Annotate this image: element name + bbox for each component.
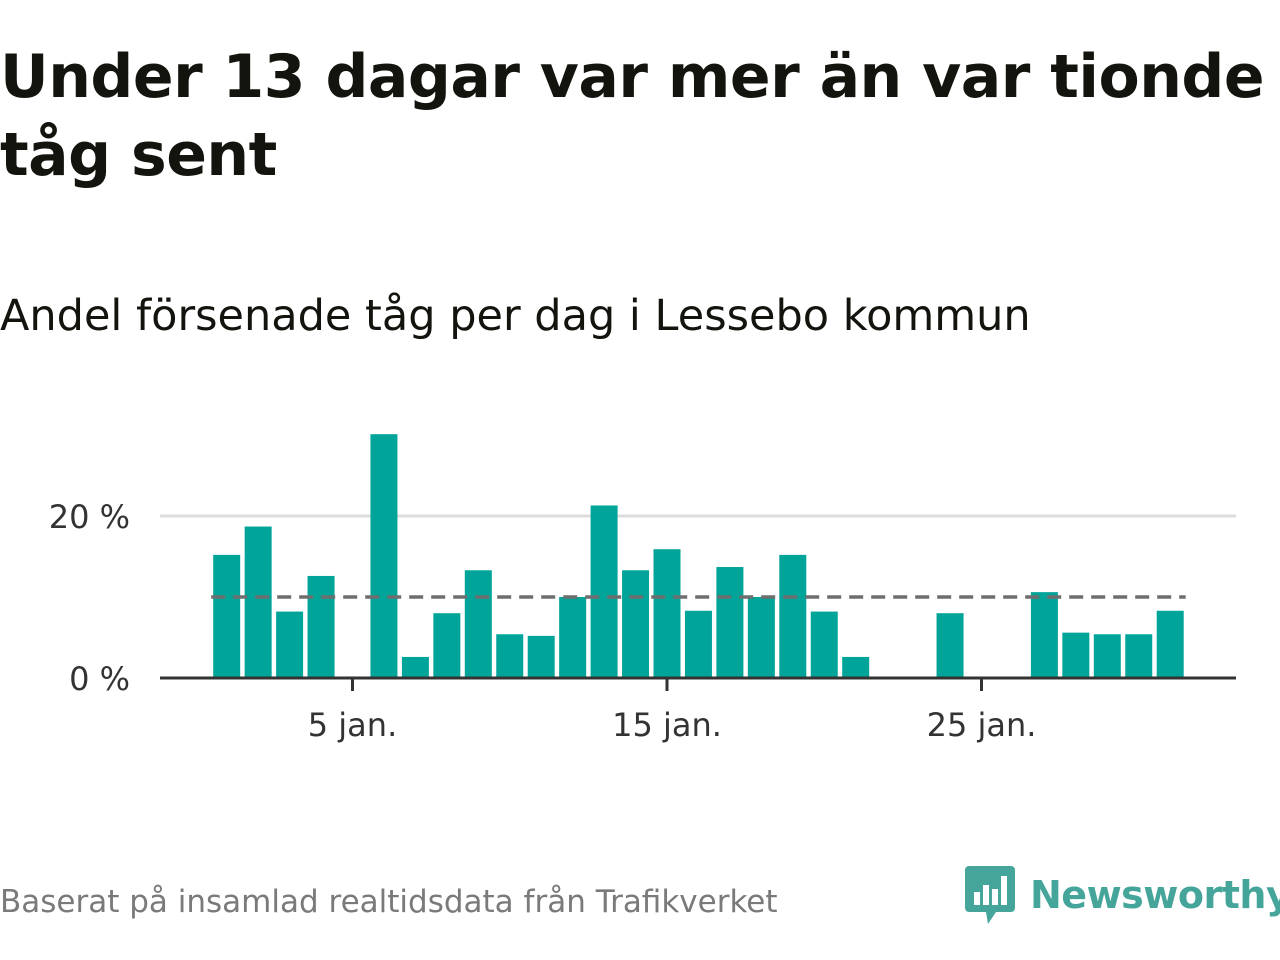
bar bbox=[244, 526, 272, 678]
source-note: Baserat på insamlad realtidsdata från Tr… bbox=[0, 884, 778, 920]
bar bbox=[213, 554, 241, 678]
bar bbox=[779, 554, 807, 678]
chart-subtitle: Andel försenade tåg per dag i Lessebo ko… bbox=[0, 291, 1031, 341]
bar bbox=[1125, 634, 1153, 678]
x-tick-label: 15 jan. bbox=[612, 706, 722, 744]
bar bbox=[810, 611, 838, 678]
y-tick-label: 0 % bbox=[69, 660, 130, 698]
newsworthy-logo-text: Newsworthy bbox=[1030, 873, 1280, 917]
bar bbox=[433, 613, 461, 678]
bar bbox=[559, 597, 587, 678]
bar bbox=[1093, 634, 1121, 678]
x-tick-label: 5 jan. bbox=[308, 706, 397, 744]
bar bbox=[590, 505, 618, 678]
bar bbox=[1030, 592, 1058, 678]
y-tick-label: 20 % bbox=[49, 498, 130, 536]
chart-title: Under 13 dagar var mer än var tionde tåg… bbox=[0, 42, 1265, 190]
bars bbox=[213, 434, 1184, 678]
newsworthy-logo-icon bbox=[965, 866, 1015, 924]
bar bbox=[842, 656, 870, 678]
bar bbox=[622, 570, 650, 678]
bar bbox=[1156, 610, 1184, 678]
bar bbox=[684, 610, 712, 678]
bar bbox=[370, 434, 398, 678]
bar bbox=[936, 613, 964, 678]
bar bbox=[653, 549, 681, 678]
newsworthy-logo[interactable]: Newsworthy bbox=[964, 864, 1280, 926]
bar bbox=[276, 611, 304, 678]
bar bbox=[307, 575, 335, 678]
axes: 0 % 20 % 5 jan. 15 jan. 25 jan. bbox=[49, 498, 1236, 744]
bar bbox=[527, 635, 555, 678]
bar bbox=[401, 656, 429, 678]
bar bbox=[747, 597, 775, 678]
bar bbox=[1062, 632, 1090, 678]
bar bbox=[496, 634, 524, 678]
bar bbox=[464, 570, 492, 678]
bar-chart: 0 % 20 % 5 jan. 15 jan. 25 jan. bbox=[49, 434, 1236, 744]
bar bbox=[716, 567, 744, 678]
x-tick-label: 25 jan. bbox=[927, 706, 1037, 744]
